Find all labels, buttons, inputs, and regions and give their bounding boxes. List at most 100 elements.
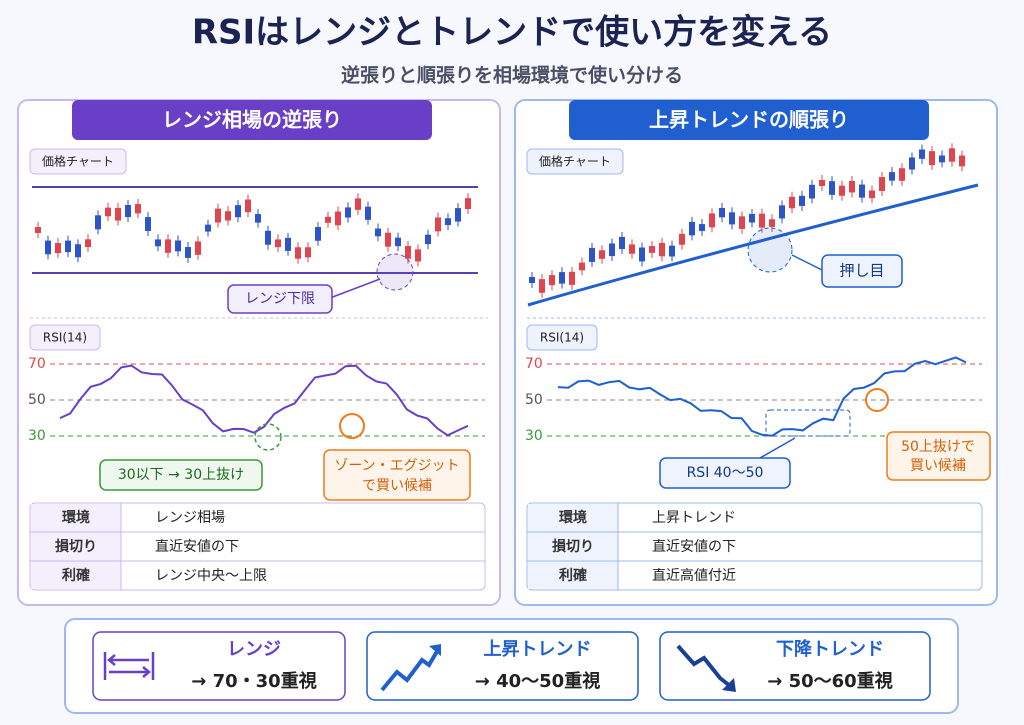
candle — [939, 155, 945, 163]
candle — [165, 239, 171, 253]
candle — [719, 207, 725, 218]
table-key: 環境 — [62, 509, 90, 526]
candle — [135, 204, 141, 214]
candle — [829, 181, 835, 195]
table-value: 直近安値の下 — [652, 538, 736, 555]
panel-header — [72, 100, 432, 140]
candle — [355, 198, 361, 210]
candle — [859, 184, 865, 198]
candle — [549, 275, 555, 286]
candle — [579, 262, 585, 271]
callout-text: RSI 40〜50 — [687, 465, 764, 481]
candle — [375, 228, 381, 237]
candle — [275, 239, 281, 248]
level-label: 30 — [28, 428, 46, 444]
candle — [739, 216, 745, 229]
candle — [689, 221, 695, 236]
candle — [659, 242, 665, 257]
table-key: 損切り — [55, 538, 97, 555]
candle — [265, 230, 271, 245]
trend-line — [527, 183, 979, 307]
candle — [345, 207, 351, 218]
subtitle: 逆張りと順張りを相場環境で使い分ける — [341, 64, 683, 87]
candle — [225, 211, 231, 221]
candle — [325, 216, 331, 223]
candle — [305, 247, 311, 258]
candle — [45, 240, 51, 255]
candle — [435, 217, 441, 232]
candle — [105, 207, 111, 217]
candle — [155, 239, 161, 247]
candle — [879, 177, 885, 192]
candle — [85, 239, 91, 248]
summary-title: 上昇トレンド — [484, 639, 592, 660]
highlight — [376, 253, 414, 291]
candle — [959, 155, 965, 167]
candle — [789, 196, 795, 209]
candle — [145, 217, 151, 231]
panel-header — [569, 100, 929, 140]
candle — [185, 247, 191, 258]
candle — [205, 224, 211, 232]
candle — [569, 271, 575, 285]
candle — [619, 236, 625, 250]
rsi-label: RSI(14) — [43, 331, 87, 345]
candle — [639, 247, 645, 262]
candle — [255, 214, 261, 223]
callout-text: 30以下 → 30上抜け — [118, 467, 244, 483]
rsi-pill — [29, 324, 101, 351]
highlight — [865, 388, 889, 412]
candle — [699, 224, 705, 231]
candle — [899, 168, 905, 181]
candle — [649, 246, 655, 253]
candle — [425, 234, 431, 245]
candle — [315, 227, 321, 241]
callout — [99, 459, 263, 491]
table-key: 利確 — [62, 567, 90, 584]
title: RSIはレンジとトレンドで使い方を変える — [192, 13, 832, 53]
price-pill — [526, 148, 624, 175]
candle — [195, 241, 201, 255]
icon — [676, 644, 732, 688]
table-value: レンジ中央〜上限 — [155, 568, 267, 584]
table — [526, 502, 983, 591]
candle — [415, 249, 421, 262]
candle — [95, 215, 101, 230]
summary-text: → 70・30重視 — [191, 670, 316, 692]
summary-title: レンジ — [227, 639, 281, 660]
table — [29, 502, 486, 591]
candle — [395, 237, 401, 247]
candle — [889, 172, 895, 181]
candle — [465, 198, 471, 210]
level-label: 30 — [525, 428, 543, 444]
table-head-col — [31, 504, 121, 589]
candle — [609, 243, 615, 257]
highlight — [747, 227, 793, 273]
candle — [589, 247, 595, 262]
candle — [175, 240, 181, 252]
candle — [869, 190, 875, 199]
callout-text: ゾーン・エグジット — [334, 458, 459, 474]
candle — [539, 279, 545, 293]
callout-text: レンジ下限 — [245, 291, 315, 307]
candle — [679, 233, 685, 245]
candle — [759, 213, 765, 228]
rsi-pill — [526, 324, 598, 351]
summary-text: → 50〜60重視 — [767, 670, 892, 692]
candle — [599, 250, 605, 259]
table-key: 環境 — [559, 509, 587, 526]
summary-title: 下降トレンド — [776, 638, 884, 660]
candle — [839, 185, 845, 196]
candle — [55, 243, 61, 254]
candle — [295, 247, 301, 259]
table-value: レンジ相場 — [155, 510, 225, 526]
candle — [215, 208, 221, 223]
level-label: 50 — [28, 392, 46, 408]
candle — [779, 205, 785, 219]
callout-text: で買い候補 — [362, 478, 432, 494]
candle — [365, 206, 371, 220]
callout-text: 50上抜けで — [901, 439, 975, 455]
candle — [65, 240, 71, 253]
icon — [380, 646, 441, 692]
